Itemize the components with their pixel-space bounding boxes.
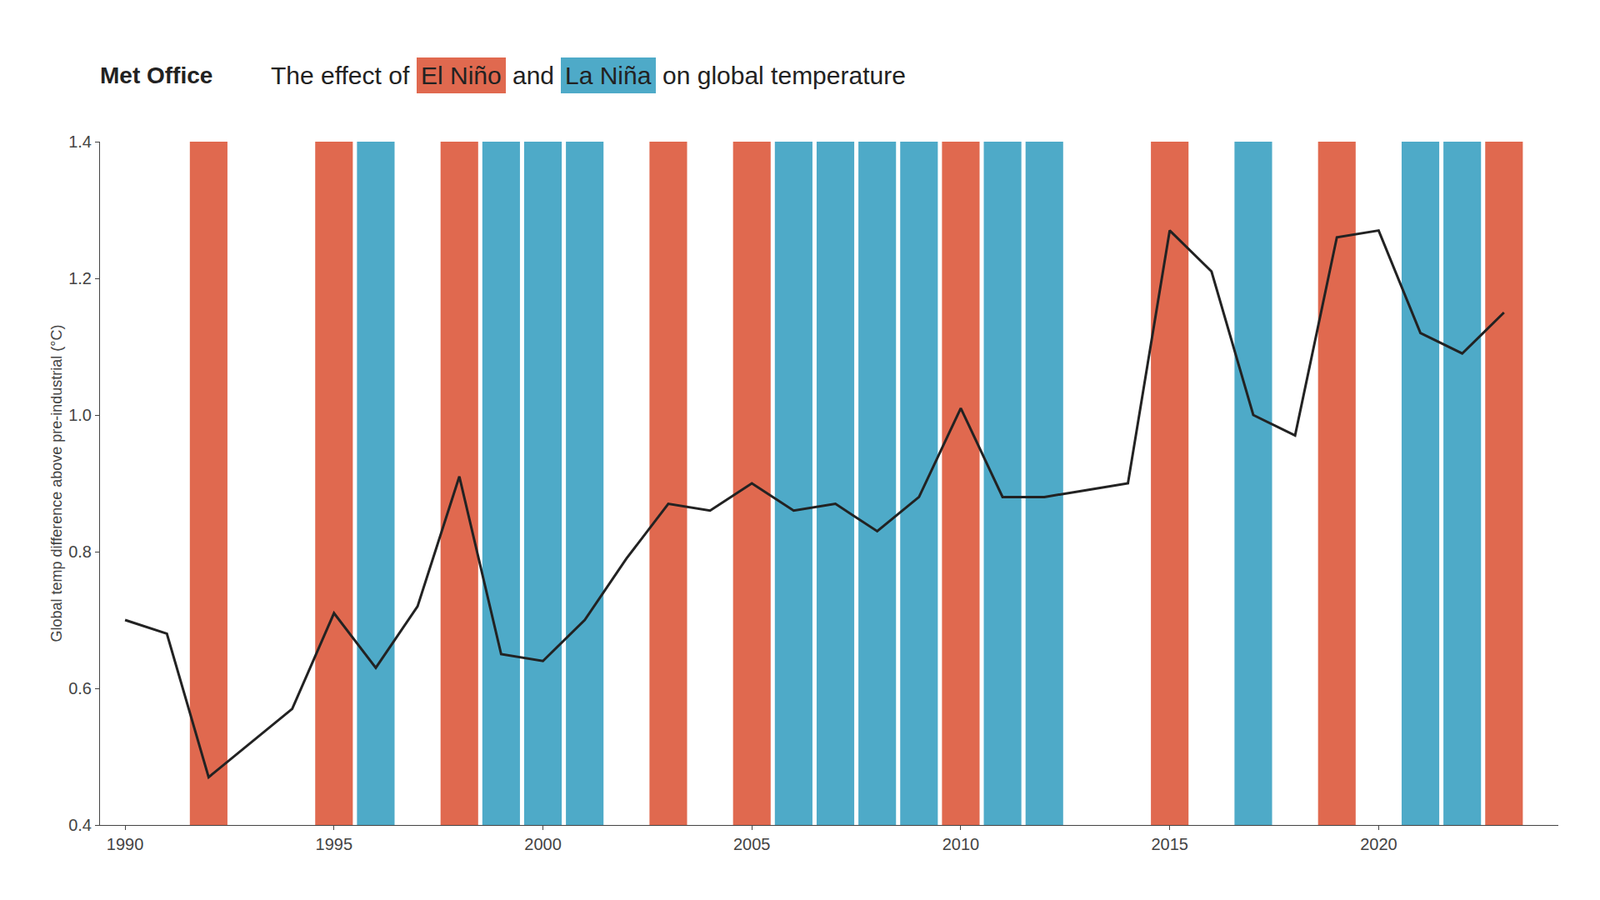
svg-text:2000: 2000 — [524, 835, 562, 854]
svg-text:and: and — [512, 61, 555, 90]
svg-text:2020: 2020 — [1360, 835, 1398, 854]
svg-text:The effect of: The effect of — [270, 61, 410, 90]
svg-text:La Niña: La Niña — [565, 61, 652, 90]
svg-text:Met Office: Met Office — [100, 62, 213, 89]
svg-text:2005: 2005 — [733, 835, 771, 854]
svg-text:2010: 2010 — [942, 835, 980, 854]
svg-text:on global temperature: on global temperature — [662, 61, 906, 90]
svg-text:1.0: 1.0 — [68, 405, 92, 425]
svg-text:Global temp difference above p: Global temp difference above pre-industr… — [48, 324, 65, 642]
svg-text:1.2: 1.2 — [68, 269, 92, 288]
svg-text:0.6: 0.6 — [68, 679, 92, 698]
svg-text:1995: 1995 — [315, 835, 354, 854]
svg-text:0.4: 0.4 — [68, 815, 92, 835]
svg-text:El Niño: El Niño — [420, 61, 502, 90]
svg-text:1990: 1990 — [106, 835, 145, 854]
svg-text:1.4: 1.4 — [68, 132, 92, 151]
svg-text:0.8: 0.8 — [68, 542, 92, 561]
svg-text:2015: 2015 — [1150, 835, 1189, 854]
